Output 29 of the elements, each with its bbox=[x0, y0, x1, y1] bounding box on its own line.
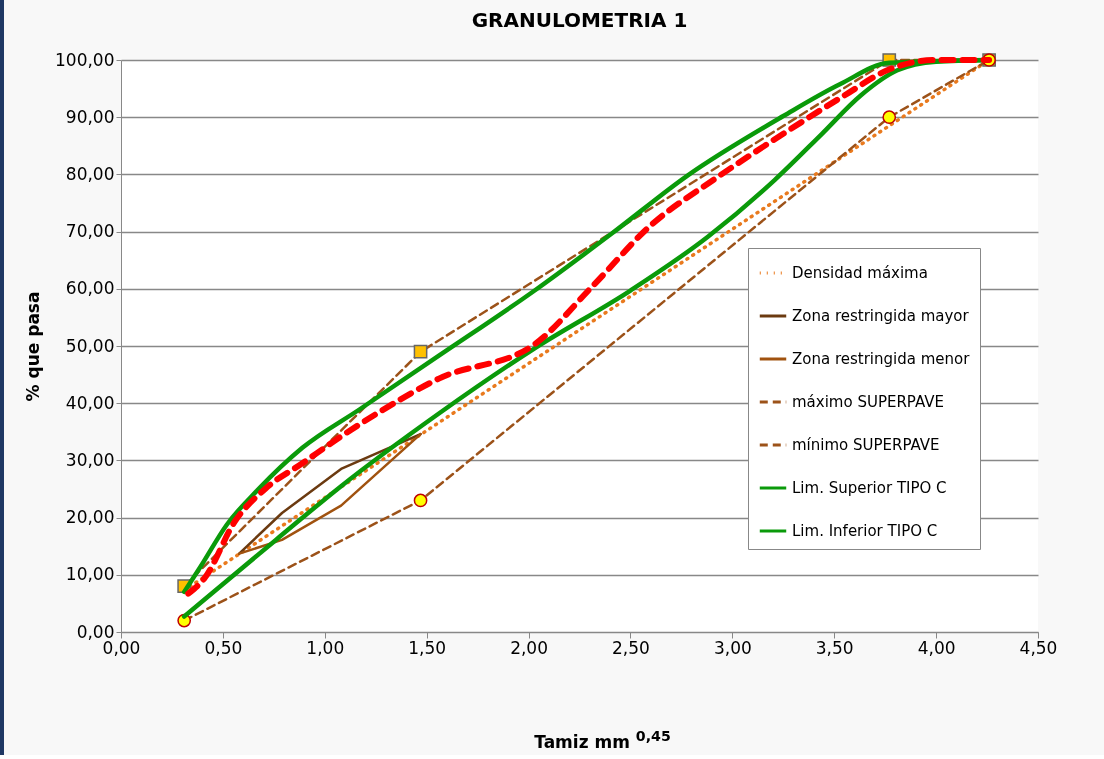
legend-label: Lim. Superior TIPO C bbox=[792, 479, 947, 497]
y-tick-label: 40,00 bbox=[65, 392, 115, 413]
x-tick-label: 3,50 bbox=[815, 637, 854, 658]
y-tick-label: 100,00 bbox=[55, 49, 115, 70]
legend-label: mínimo SUPERPAVE bbox=[792, 436, 940, 454]
y-tick-label: 90,00 bbox=[65, 106, 115, 127]
y-axis-title: % que pasa bbox=[23, 291, 44, 402]
x-tick-label: 2,00 bbox=[510, 637, 548, 658]
x-tick-label: 4,00 bbox=[917, 637, 956, 658]
legend-label: Densidad máxima bbox=[792, 264, 928, 282]
x-tick-label: 1,00 bbox=[306, 637, 345, 658]
x-tick-label: 1,50 bbox=[408, 637, 447, 658]
legend-label: Zona restringida menor bbox=[792, 350, 971, 368]
y-tick-label: 80,00 bbox=[65, 163, 115, 184]
x-tick-label: 3,00 bbox=[713, 637, 752, 658]
y-tick-label: 30,00 bbox=[65, 449, 115, 470]
y-tick-label: 10,00 bbox=[65, 564, 115, 585]
legend-label: Zona restringida mayor bbox=[792, 307, 970, 325]
chart-title: GRANULOMETRIA 1 bbox=[471, 7, 688, 32]
y-tick-label: 20,00 bbox=[65, 507, 115, 528]
y-tick-label: 50,00 bbox=[65, 335, 115, 356]
y-tick-label: 60,00 bbox=[65, 278, 115, 299]
x-tick-label: 2,50 bbox=[612, 637, 650, 658]
legend-label: Lim. Inferior TIPO C bbox=[792, 522, 938, 540]
y-tick-label: 70,00 bbox=[65, 221, 115, 242]
x-axis-title: Tamiz mm $^{0,45}$ bbox=[533, 728, 672, 752]
legend-label: máximo SUPERPAVE bbox=[792, 393, 944, 411]
x-tick-label: 0,50 bbox=[204, 637, 243, 658]
x-tick-label: 4,50 bbox=[1019, 637, 1058, 658]
